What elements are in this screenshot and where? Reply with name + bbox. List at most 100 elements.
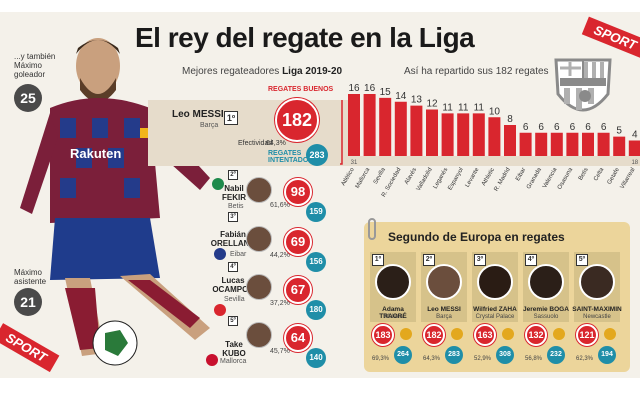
category-label: Villarreal: [620, 167, 637, 190]
europe-player-name: Jeremie BOGA: [523, 306, 569, 313]
bar-value-label: 6: [554, 122, 560, 133]
category-label: Getafe: [607, 166, 622, 185]
bar-r-sociedad: [394, 101, 407, 156]
player-5-photo: [246, 322, 272, 348]
sevilla-crest-icon: [214, 304, 226, 316]
goleador-label-line1: ...y también: [14, 52, 56, 61]
europe-club-crest-icon: [502, 328, 514, 340]
player-4-good: 67: [284, 276, 312, 304]
bar-atl-tico: [348, 94, 360, 156]
bar-mallorca: [363, 94, 376, 156]
paperclip-icon: [368, 218, 376, 240]
player-4-surname: OCAMPOS: [212, 285, 254, 294]
rank-2: 2º: [228, 170, 238, 180]
bar-celta: [597, 132, 610, 156]
player-3-surname: ORELLANA: [210, 239, 256, 248]
bar-espanyol: [457, 113, 470, 156]
europe-player-good: 132: [525, 324, 547, 346]
bar-valladolid: [426, 109, 438, 156]
player-4-photo: [246, 274, 272, 300]
europe-player-pct: 62,3%: [576, 356, 594, 362]
europe-player-photo: [477, 264, 513, 300]
player-3-pct: 44,2%: [270, 252, 290, 259]
category-label: Granada: [526, 166, 543, 190]
top-border: [0, 0, 640, 12]
bar-villarreal: [628, 140, 640, 156]
player-2-good: 98: [284, 178, 312, 206]
europe-player-tried: 232: [547, 346, 565, 364]
player-5-team: Mallorca: [220, 358, 247, 365]
chart-connector-line: [340, 100, 343, 165]
svg-text:Rakuten: Rakuten: [70, 146, 121, 161]
bar-osasuna: [566, 132, 579, 156]
bar-levante: [472, 113, 485, 156]
bar-value-label: 13: [411, 95, 423, 106]
barca-crest-icon: [554, 58, 612, 112]
player-5-tried: 140: [306, 348, 326, 368]
bar-value-label: 11: [474, 102, 485, 113]
bar-value-label: 4: [632, 130, 638, 141]
player-2-firstname: Nabil: [224, 184, 244, 193]
player-3-tried: 156: [306, 252, 326, 272]
bar-value-label: 5: [616, 126, 622, 137]
europe-player-photo: [426, 264, 462, 300]
europe-player-team: Wolves: [383, 314, 403, 320]
europe-player-good: 183: [372, 324, 394, 346]
category-label: Valencia: [542, 166, 559, 189]
europe-player-tried: 264: [394, 346, 412, 364]
bar-value-label: 14: [395, 91, 407, 102]
player-2-surname: FEKIR: [222, 193, 246, 202]
europe-player-photo: [375, 264, 411, 300]
player-2-tried: 159: [306, 202, 326, 222]
player-3-good: 69: [284, 228, 312, 256]
player-2-name: Nabil FEKIR: [214, 184, 254, 202]
europe-player-good: 163: [474, 324, 496, 346]
page-title: El rey del regate en la Liga: [135, 22, 475, 53]
leader-tried-label-line2: INTENTADOS: [268, 157, 313, 164]
leader-team: Barça: [200, 122, 219, 129]
player-4-team: Sevilla: [224, 296, 245, 303]
category-label: Athletic: [481, 167, 496, 187]
player-4-name: Lucas OCAMPOS: [210, 276, 256, 294]
subtitle-left-text: Mejores regateadores: [182, 66, 280, 77]
europe-player-name: SAINT-MAXIMIN: [572, 306, 622, 313]
bar-sevilla: [379, 97, 392, 156]
player-4-pct: 37,2%: [270, 300, 290, 307]
leader-rank: 1º: [224, 111, 238, 125]
europe-player-pct: 56,8%: [525, 356, 543, 362]
bar-value-label: 16: [364, 83, 376, 94]
player-5-firstname: Take: [225, 340, 243, 349]
europe-player-name: Leo MESSI: [427, 306, 461, 313]
bar-alav-s: [410, 105, 423, 156]
bar-granada: [535, 132, 548, 156]
europe-club-crest-icon: [451, 328, 463, 340]
category-label: Sevilla: [373, 166, 387, 185]
eibar-crest-icon: [214, 248, 226, 260]
player-3-team: Eibar: [230, 251, 247, 258]
rank-4: 4º: [228, 262, 238, 272]
bar-value-label: 11: [458, 102, 469, 113]
bar-value-label: 11: [442, 102, 453, 113]
bar-r-madrid: [504, 125, 516, 156]
goleador-value: 25: [14, 84, 42, 112]
leader-tried-label: REGATES INTENTADOS: [268, 150, 313, 164]
europe-title: Segundo de Europa en regates: [388, 230, 565, 244]
category-label: Betis: [578, 167, 590, 182]
europe-rank: 5º: [576, 254, 588, 266]
matchday-label: 18: [631, 160, 638, 166]
europe-player-photo: [528, 264, 564, 300]
matchday-label: 31: [351, 160, 358, 166]
leader-efficiency: 64,3%: [266, 140, 286, 147]
category-label: Espanyol: [447, 167, 465, 191]
mallorca-crest-icon: [206, 354, 218, 366]
europe-player-pct: 69,3%: [372, 356, 390, 362]
leader-efficiency-label: Efectividad: [238, 140, 273, 147]
europe-player-team: Sassuolo: [533, 314, 559, 320]
rank-5: 5º: [228, 316, 238, 326]
player-5-pct: 45,7%: [270, 348, 290, 355]
europe-player-pct: 64,3%: [423, 356, 441, 362]
asistente-value: 21: [14, 288, 42, 316]
europe-rank: 4º: [525, 254, 537, 266]
player-3-photo: [246, 226, 272, 252]
bar-value-label: 8: [507, 114, 513, 125]
